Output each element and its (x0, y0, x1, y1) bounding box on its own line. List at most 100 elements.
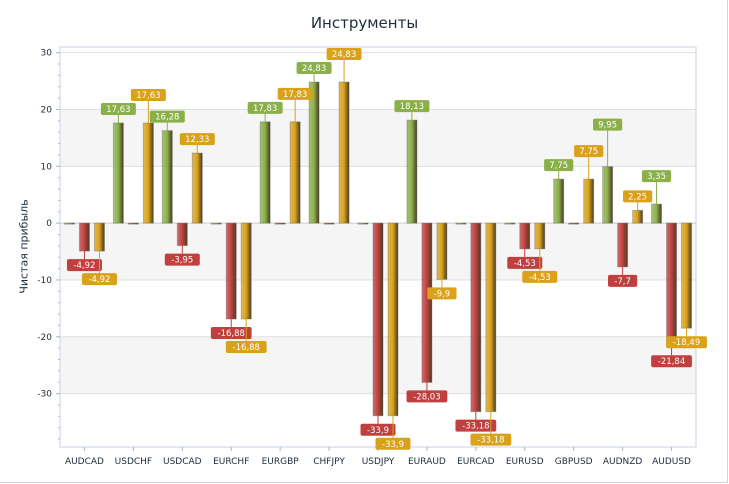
data-label-loss-audusd: -21,84 (658, 357, 685, 367)
data-label-box (375, 437, 411, 450)
bar-loss-chfjpy (323, 222, 335, 225)
bar-net-usdcad (191, 152, 203, 224)
data-label-net-eurcad: -33,18 (477, 436, 504, 446)
bar-loss-audusd (666, 222, 678, 348)
bar-profit-eurcad (455, 222, 467, 225)
x-tick-label: GBPUSD (555, 457, 593, 467)
data-label-box (651, 355, 692, 368)
data-label-box (326, 48, 362, 61)
y-tick-label: -30 (37, 390, 52, 400)
bar-net-audusd (681, 222, 693, 329)
bar-profit-chfjpy (308, 81, 320, 224)
data-label-profit-eurgbp: 17,83 (253, 104, 277, 114)
data-label-net-eurgbp: 17,83 (283, 90, 307, 100)
data-label-profit-audusd: 3,35 (647, 172, 666, 182)
data-label-box (608, 274, 638, 287)
x-tick-label: AUDUSD (652, 457, 691, 467)
data-label-loss-usdjpy: -33,9 (367, 426, 389, 436)
data-label-box (100, 102, 136, 115)
bar-loss-eurusd (519, 222, 531, 250)
bar-loss-euraud (421, 222, 433, 383)
data-label-box (66, 259, 102, 272)
x-tick-label: EURCAD (457, 457, 495, 467)
bar-loss-usdcad (176, 222, 188, 247)
data-label-net-usdchf: 17,63 (136, 91, 160, 101)
y-tick-label: -10 (37, 276, 52, 286)
bar-loss-audcad (78, 222, 90, 252)
data-label-box (406, 390, 448, 403)
bar-net-gbpusd (583, 178, 595, 224)
data-label-box (641, 170, 672, 183)
data-label-box (544, 159, 574, 172)
data-label-box (296, 62, 332, 75)
bar-loss-eurcad (470, 222, 482, 413)
data-label-box (210, 327, 252, 340)
bar-net-chfjpy (338, 81, 350, 224)
data-label-box (427, 287, 457, 300)
bar-net-eurgbp (289, 121, 301, 224)
x-tick-label: AUDNZD (603, 457, 643, 467)
data-label-net-audcad: -4,92 (88, 275, 110, 285)
bar-net-eurcad (485, 222, 497, 413)
y-tick-label: 0 (46, 219, 52, 229)
bar-loss-usdjpy (372, 222, 384, 417)
data-label-profit-usdchf: 17,63 (106, 105, 130, 115)
bar-profit-gbpusd (553, 178, 565, 224)
data-label-box (81, 273, 117, 286)
bar-profit-euraud (406, 119, 418, 224)
bar-loss-gbpusd (568, 222, 580, 225)
data-label-net-eurusd: -4,53 (529, 273, 551, 283)
data-label-box (277, 87, 313, 100)
data-label-box (149, 110, 185, 123)
bar-profit-audusd (651, 203, 663, 224)
data-label-box (247, 101, 283, 114)
x-tick-label: CHFJPY (313, 457, 345, 467)
y-tick-label: 30 (41, 49, 53, 59)
chart-title: Инструменты (310, 14, 419, 32)
x-tick-label: EURAUD (408, 457, 446, 467)
bar-profit-usdcad (161, 130, 173, 224)
y-tick-label: 10 (41, 162, 53, 172)
data-label-loss-euraud: -28,03 (413, 392, 440, 402)
data-label-profit-usdcad: 16,28 (155, 113, 179, 123)
x-tick-label: EURGBP (262, 457, 300, 467)
bar-net-eurchf (240, 222, 252, 320)
bar-net-usdchf (142, 122, 154, 224)
data-label-net-audusd: -18,49 (673, 338, 700, 348)
data-label-profit-chfjpy: 24,83 (302, 64, 326, 74)
data-label-net-chfjpy: 24,83 (332, 50, 356, 60)
data-label-loss-audnzd: -7,7 (614, 277, 631, 287)
bar-net-audnzd (632, 209, 644, 224)
bar-profit-usdchf (112, 122, 124, 224)
bar-profit-eurusd (504, 222, 516, 225)
bar-net-usdjpy (387, 222, 399, 417)
x-tick-label: USDCHF (115, 457, 152, 467)
y-tick-label: 20 (41, 106, 53, 116)
data-label-loss-eurcad: -33,18 (462, 422, 489, 432)
data-label-box (507, 256, 543, 269)
bar-loss-eurgbp (274, 222, 286, 225)
data-label-loss-usdcad: -3,95 (171, 256, 193, 266)
bar-loss-audnzd (617, 222, 629, 268)
data-label-box (522, 270, 558, 283)
data-label-box (179, 133, 215, 146)
bar-loss-usdchf (127, 222, 139, 225)
data-label-box (164, 253, 200, 266)
data-label-net-audnzd: 2,25 (628, 192, 647, 202)
data-label-box (666, 336, 707, 349)
data-label-box (360, 423, 396, 436)
data-label-net-eurchf: -16,88 (233, 343, 260, 353)
data-label-box (130, 88, 166, 101)
bar-profit-audnzd (602, 166, 614, 224)
bar-loss-eurchf (225, 222, 237, 320)
bar-profit-eurgbp (259, 121, 271, 224)
data-label-box (394, 100, 430, 113)
bar-net-eurusd (534, 222, 546, 250)
data-label-box (225, 341, 267, 354)
data-label-net-usdjpy: -33,9 (382, 440, 404, 450)
data-label-box (623, 190, 653, 203)
bar-profit-audcad (63, 222, 75, 225)
bar-net-euraud (436, 222, 448, 280)
